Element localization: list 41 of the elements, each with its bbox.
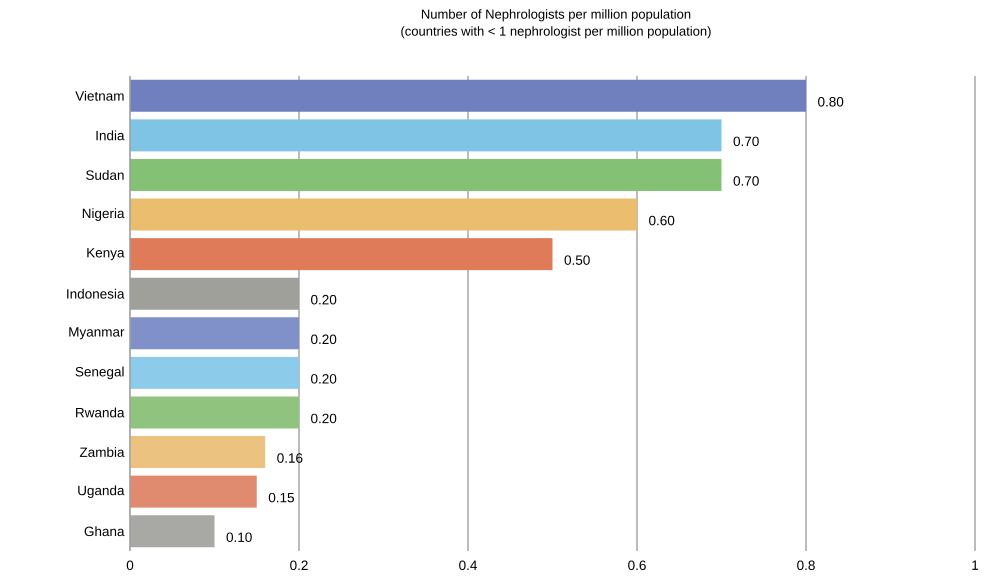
data-label: 0.70 [734,176,759,186]
x-tick-label: 0.2 [290,560,308,570]
bar [130,436,266,468]
y-tick-label: Kenya [87,248,124,260]
bar [130,238,553,270]
y-tick-label: Uganda [78,485,124,498]
bar [130,317,300,350]
x-tick-label: 0.6 [628,560,646,570]
x-tick-label: 0 [126,560,134,570]
x-tick-label: 0.8 [797,560,815,570]
y-tick-label: Zambia [80,447,124,457]
data-label: 0.20 [311,294,336,304]
y-tick-label: Sudan [86,170,124,180]
data-label: 0.20 [311,414,336,424]
data-label: 0.10 [226,532,252,542]
y-tick-label: Vietnam [75,90,124,101]
bar [130,80,806,112]
data-label: 0.20 [311,374,336,384]
data-label: 0.16 [277,453,302,463]
data-label: 0.20 [311,334,336,344]
bar [130,476,257,508]
bar [130,356,300,389]
data-label: 0.50 [564,255,590,265]
x-tick-label: 1 [972,560,978,570]
y-tick-label: Ghana [84,526,124,536]
data-label: 0.70 [734,136,759,146]
bar [130,158,722,191]
y-tick-label: Senegal [76,366,124,380]
y-tick-label: India [96,130,124,140]
data-label: 0.60 [649,216,674,226]
y-tick-label: Rwanda [76,408,124,418]
y-tick-label: Indonesia [67,288,124,299]
x-tick-label: 0.4 [459,560,477,570]
y-tick-label: Myanmar [69,327,124,340]
bar [130,396,300,428]
data-label: 0.80 [818,97,844,107]
y-tick-label: Nigeria [82,208,124,221]
bar [130,198,638,231]
chart-title: Number of Nephrologists per million population (countries with < 1 nephrologist per million population) [401,9,711,38]
data-label: 0.15 [268,492,294,502]
bar [130,119,722,152]
